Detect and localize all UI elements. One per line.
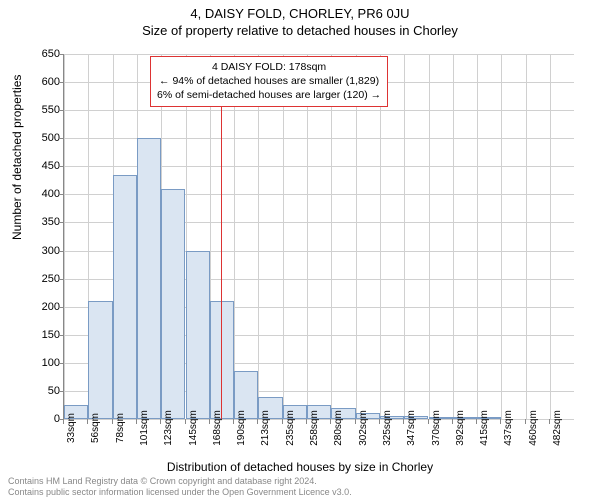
x-tick-label: 302sqm — [358, 410, 369, 446]
x-tick-label: 482sqm — [552, 410, 563, 446]
gridline-v — [380, 54, 381, 419]
gridline-v — [234, 54, 235, 419]
y-tick — [58, 222, 63, 223]
x-tick-label: 415sqm — [479, 410, 490, 446]
page-title: 4, DAISY FOLD, CHORLEY, PR6 0JU — [0, 0, 600, 21]
x-tick — [209, 419, 210, 424]
x-tick — [160, 419, 161, 424]
histogram-bar — [113, 175, 137, 419]
gridline-v — [429, 54, 430, 419]
y-tick — [58, 82, 63, 83]
x-tick-label: 101sqm — [139, 410, 150, 446]
x-tick — [428, 419, 429, 424]
x-tick — [525, 419, 526, 424]
histogram-bar — [210, 301, 234, 419]
histogram-bar — [161, 189, 185, 419]
x-tick-label: 168sqm — [212, 410, 223, 446]
x-tick — [452, 419, 453, 424]
x-tick-label: 370sqm — [431, 410, 442, 446]
y-tick — [58, 166, 63, 167]
x-tick — [136, 419, 137, 424]
y-axis-label: Number of detached properties — [10, 75, 24, 240]
x-tick — [185, 419, 186, 424]
gridline-v — [64, 54, 65, 419]
y-tick — [58, 54, 63, 55]
gridline-v — [550, 54, 551, 419]
x-tick-label: 258sqm — [309, 410, 320, 446]
reference-line — [221, 92, 222, 419]
x-tick-label: 325sqm — [382, 410, 393, 446]
annotation-callout: 4 DAISY FOLD: 178sqm← 94% of detached ho… — [150, 56, 388, 107]
x-tick-label: 437sqm — [503, 410, 514, 446]
histogram-bar — [186, 251, 210, 419]
gridline-h — [64, 54, 574, 55]
y-tick — [58, 307, 63, 308]
x-tick-label: 78sqm — [115, 413, 126, 443]
histogram-bar — [88, 301, 112, 419]
x-tick-label: 392sqm — [455, 410, 466, 446]
x-tick — [87, 419, 88, 424]
gridline-v — [307, 54, 308, 419]
gridline-v — [356, 54, 357, 419]
x-tick — [476, 419, 477, 424]
y-tick — [58, 110, 63, 111]
x-tick-label: 123sqm — [163, 410, 174, 446]
gridline-v — [501, 54, 502, 419]
x-tick — [330, 419, 331, 424]
x-tick — [403, 419, 404, 424]
x-tick — [306, 419, 307, 424]
y-tick — [58, 335, 63, 336]
gridline-v — [453, 54, 454, 419]
gridline-v — [477, 54, 478, 419]
x-tick — [355, 419, 356, 424]
y-tick — [58, 363, 63, 364]
gridline-v — [404, 54, 405, 419]
y-tick — [58, 138, 63, 139]
gridline-v — [526, 54, 527, 419]
x-tick-label: 235sqm — [285, 410, 296, 446]
x-tick — [112, 419, 113, 424]
annotation-line: ← 94% of detached houses are smaller (1,… — [157, 74, 381, 88]
footer-line: Contains HM Land Registry data © Crown c… — [8, 476, 352, 487]
x-tick-label: 56sqm — [90, 413, 101, 443]
histogram-bar — [137, 138, 161, 419]
x-tick-label: 280sqm — [333, 410, 344, 446]
x-tick — [500, 419, 501, 424]
x-axis-label: Distribution of detached houses by size … — [0, 460, 600, 474]
footer-line: Contains public sector information licen… — [8, 487, 352, 498]
annotation-line: 4 DAISY FOLD: 178sqm — [157, 60, 381, 74]
x-tick — [233, 419, 234, 424]
x-tick — [282, 419, 283, 424]
x-tick-label: 213sqm — [260, 410, 271, 446]
gridline-v — [258, 54, 259, 419]
y-tick — [58, 251, 63, 252]
chart-subtitle: Size of property relative to detached ho… — [0, 21, 600, 38]
x-tick-label: 347sqm — [406, 410, 417, 446]
y-tick — [58, 279, 63, 280]
x-tick-label: 33sqm — [66, 413, 77, 443]
x-tick — [63, 419, 64, 424]
x-tick-label: 190sqm — [236, 410, 247, 446]
x-tick-label: 145sqm — [188, 410, 199, 446]
x-tick-label: 460sqm — [528, 410, 539, 446]
y-tick — [58, 194, 63, 195]
y-tick — [58, 391, 63, 392]
gridline-v — [331, 54, 332, 419]
footer-attribution: Contains HM Land Registry data © Crown c… — [8, 476, 352, 498]
x-tick — [257, 419, 258, 424]
annotation-line: 6% of semi-detached houses are larger (1… — [157, 88, 381, 102]
x-tick — [549, 419, 550, 424]
x-tick — [379, 419, 380, 424]
gridline-h — [64, 110, 574, 111]
chart-plot-area — [63, 54, 574, 420]
gridline-v — [283, 54, 284, 419]
